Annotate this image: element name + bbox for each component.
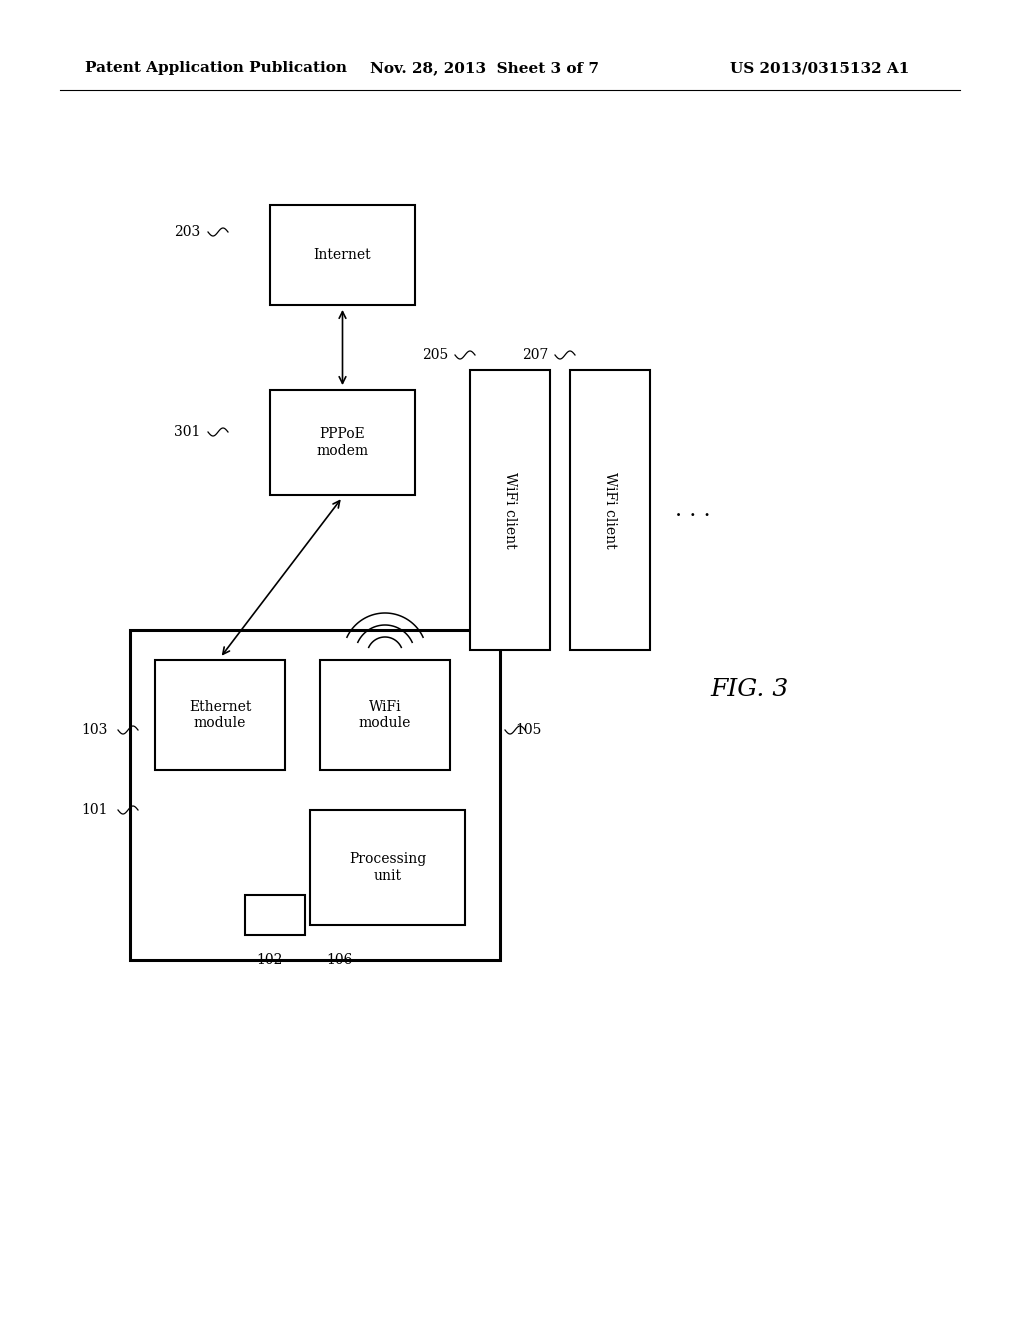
- Bar: [155, 660, 285, 770]
- Bar: [270, 389, 415, 495]
- Bar: [470, 370, 550, 649]
- Text: . . .: . . .: [675, 499, 711, 521]
- Text: 105: 105: [515, 723, 542, 737]
- Text: Internet: Internet: [313, 248, 372, 261]
- Text: 203: 203: [174, 224, 200, 239]
- Bar: [130, 630, 500, 960]
- Text: 207: 207: [521, 348, 548, 362]
- Text: Processing
unit: Processing unit: [349, 853, 426, 883]
- Bar: [570, 370, 650, 649]
- Bar: [245, 895, 305, 935]
- Text: Ethernet
module: Ethernet module: [188, 700, 251, 730]
- Text: WiFi client: WiFi client: [503, 471, 517, 548]
- Text: 301: 301: [174, 425, 200, 440]
- Text: Nov. 28, 2013  Sheet 3 of 7: Nov. 28, 2013 Sheet 3 of 7: [370, 61, 599, 75]
- Text: WiFi
module: WiFi module: [358, 700, 412, 730]
- Text: PPPoE
modem: PPPoE modem: [316, 428, 369, 458]
- Bar: [319, 660, 450, 770]
- Text: FIG. 3: FIG. 3: [711, 678, 790, 701]
- Text: 106: 106: [327, 953, 353, 968]
- Text: Patent Application Publication: Patent Application Publication: [85, 61, 347, 75]
- Text: US 2013/0315132 A1: US 2013/0315132 A1: [730, 61, 909, 75]
- Text: WiFi client: WiFi client: [603, 471, 617, 548]
- Bar: [270, 205, 415, 305]
- Text: 102: 102: [257, 953, 284, 968]
- Text: 103: 103: [82, 723, 108, 737]
- Text: 101: 101: [82, 803, 108, 817]
- Text: 205: 205: [422, 348, 449, 362]
- Bar: [310, 810, 465, 925]
